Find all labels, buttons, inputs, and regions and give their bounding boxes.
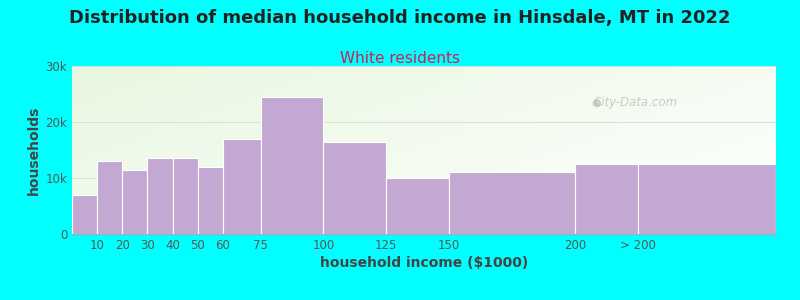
Bar xyxy=(147,158,173,234)
Bar xyxy=(261,97,323,234)
Bar xyxy=(97,161,122,234)
Bar xyxy=(449,172,575,234)
X-axis label: household income ($1000): household income ($1000) xyxy=(320,256,528,270)
Y-axis label: households: households xyxy=(27,105,42,195)
Bar xyxy=(72,195,97,234)
Text: Distribution of median household income in Hinsdale, MT in 2022: Distribution of median household income … xyxy=(70,9,730,27)
Text: White residents: White residents xyxy=(340,51,460,66)
Text: City-Data.com: City-Data.com xyxy=(593,97,678,110)
Bar xyxy=(323,142,386,234)
Text: ●: ● xyxy=(592,98,602,108)
Bar xyxy=(198,167,223,234)
Bar xyxy=(575,164,638,234)
Bar xyxy=(223,139,261,234)
Bar xyxy=(173,158,198,234)
Bar xyxy=(386,178,449,234)
Bar xyxy=(638,164,776,234)
Bar xyxy=(122,169,147,234)
